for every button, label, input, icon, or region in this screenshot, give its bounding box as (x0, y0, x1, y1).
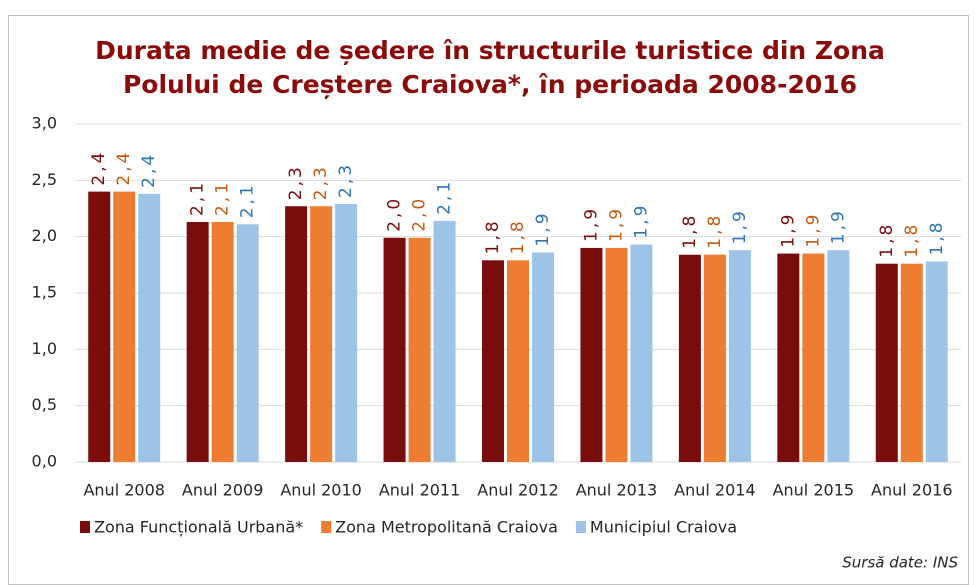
data-label: 2,0 (385, 196, 405, 232)
data-label: 1,8 (927, 219, 947, 255)
bar (827, 250, 850, 462)
y-tick-label: 1,0 (32, 339, 57, 358)
bar (285, 206, 308, 462)
bar (532, 252, 554, 462)
bar (482, 260, 504, 462)
data-label: 1,8 (508, 218, 528, 254)
chart-title: Durata medie de ședere în structurile tu… (95, 36, 885, 99)
legend-swatch (575, 521, 586, 533)
data-label: 1,9 (631, 203, 651, 239)
bar (408, 237, 431, 462)
bar (211, 222, 234, 462)
data-label: 2,4 (114, 150, 134, 186)
bar (113, 191, 136, 462)
data-label: 2,4 (139, 152, 159, 188)
bar (630, 244, 653, 462)
data-label: 2,4 (89, 150, 109, 186)
bar (777, 253, 800, 462)
x-tick-label: Anul 2012 (477, 481, 558, 500)
bar (802, 253, 825, 462)
bar (138, 193, 161, 462)
bar (580, 247, 603, 462)
data-label: 2,3 (286, 164, 306, 200)
bar (433, 220, 456, 462)
data-label: 2,3 (311, 164, 331, 200)
data-label: 2,1 (435, 179, 455, 215)
bar (186, 222, 209, 462)
data-label: 1,8 (877, 222, 897, 258)
bar (703, 254, 726, 462)
bar (875, 263, 898, 462)
data-label: 1,9 (606, 206, 626, 242)
bar (383, 237, 406, 462)
x-tick-label: Anul 2010 (280, 481, 361, 500)
data-label: 1,9 (803, 212, 823, 248)
bar (236, 224, 259, 462)
x-tick-label: Anul 2014 (674, 481, 755, 500)
data-label: 1,8 (705, 213, 725, 249)
y-tick-label: 0,5 (32, 395, 57, 414)
data-label: 2,3 (336, 162, 356, 198)
data-label: 1,9 (828, 208, 848, 244)
y-tick-label: 2,5 (32, 170, 57, 189)
data-label: 1,9 (581, 206, 601, 242)
legend-label: Municipiul Craiova (590, 518, 737, 537)
bar (310, 206, 333, 462)
data-label: 1,8 (680, 213, 700, 249)
bar (678, 254, 701, 462)
x-tick-label: Anul 2008 (83, 481, 164, 500)
bar (335, 203, 358, 462)
x-tick-label: Anul 2015 (773, 481, 854, 500)
source-note: Sursă date: INS (842, 554, 958, 572)
bar (925, 261, 948, 462)
legend-label: Zona Funcțională Urbană* (94, 518, 303, 537)
y-tick-label: 1,5 (32, 283, 57, 302)
data-label: 1,9 (778, 212, 798, 248)
y-tick-label: 3,0 (32, 114, 57, 133)
legend-label: Zona Metropolitană Craiova (335, 518, 558, 537)
x-tick-label: Anul 2013 (576, 481, 657, 500)
data-label: 2,1 (213, 180, 233, 216)
bar (605, 247, 628, 462)
data-label: 2,1 (238, 182, 258, 218)
y-tick-label: 0,0 (32, 452, 57, 471)
data-label: 2,1 (188, 180, 208, 216)
legend-swatch (80, 521, 90, 533)
bar (900, 263, 923, 462)
data-label: 1,8 (483, 218, 503, 254)
data-label: 1,8 (902, 222, 922, 258)
x-tick-label: Anul 2011 (379, 481, 460, 500)
x-tick-label: Anul 2009 (182, 481, 263, 500)
legend-swatch (321, 521, 332, 533)
bar (88, 191, 111, 462)
bar (507, 260, 529, 462)
data-label: 2,0 (410, 196, 430, 232)
data-label: 1,9 (533, 210, 553, 246)
y-tick-label: 2,0 (32, 226, 57, 245)
data-label: 1,9 (730, 208, 750, 244)
bar (728, 250, 751, 462)
x-tick-label: Anul 2016 (871, 481, 952, 500)
